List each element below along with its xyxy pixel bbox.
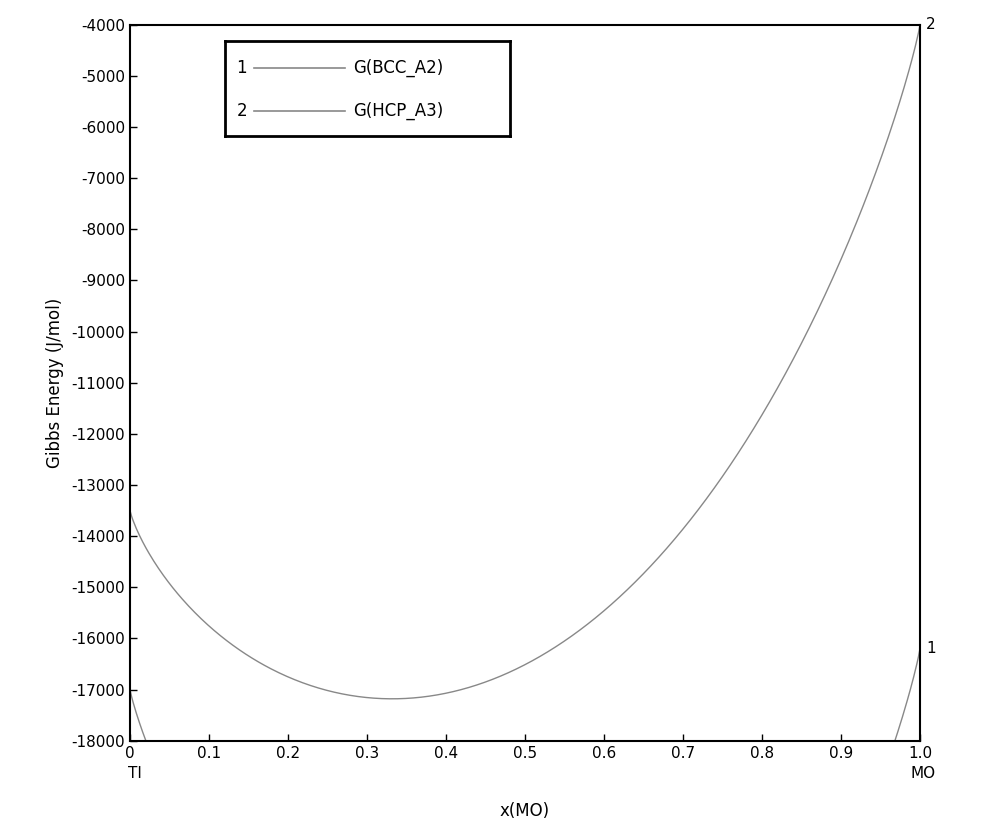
Y-axis label: Gibbs Energy (J/mol): Gibbs Energy (J/mol) bbox=[46, 298, 64, 467]
Text: 1: 1 bbox=[236, 58, 247, 77]
Text: 2: 2 bbox=[926, 17, 936, 32]
Text: TI: TI bbox=[128, 765, 142, 781]
Text: G(HCP_A3): G(HCP_A3) bbox=[353, 102, 444, 120]
Text: G(BCC_A2): G(BCC_A2) bbox=[353, 58, 444, 77]
Text: 2: 2 bbox=[236, 102, 247, 120]
Text: MO: MO bbox=[910, 765, 936, 781]
Text: 1: 1 bbox=[926, 641, 936, 656]
X-axis label: x(MO): x(MO) bbox=[500, 802, 550, 821]
